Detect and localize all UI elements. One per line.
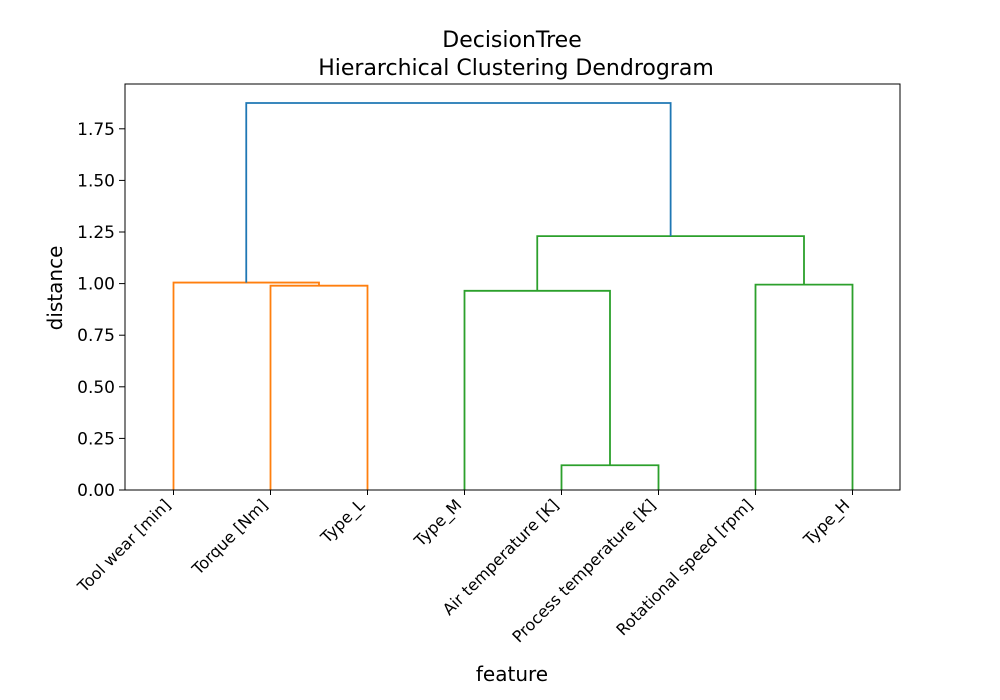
y-axis-ticks: 0.00 0.25 0.50 0.75 1.00 1.25 1.50 1.75 bbox=[77, 120, 125, 501]
y-axis-label: distance bbox=[43, 246, 67, 331]
plot-frame bbox=[124, 83, 901, 491]
dendrogram-link-2 bbox=[172, 281, 320, 490]
dendrogram-link-4 bbox=[463, 289, 611, 490]
dendrogram-link-1 bbox=[269, 284, 369, 490]
chart-title: DecisionTree bbox=[442, 28, 582, 53]
dendrogram-links bbox=[172, 102, 854, 490]
y-tick-label: 0.50 bbox=[77, 378, 115, 398]
leaf-label: Type_H bbox=[799, 495, 854, 550]
y-tick-label: 1.50 bbox=[77, 171, 115, 191]
chart-subtitle: Hierarchical Clustering Dendrogram bbox=[318, 56, 714, 81]
y-tick-label: 0.00 bbox=[77, 481, 115, 501]
y-tick-label: 1.75 bbox=[77, 120, 115, 140]
dendrogram-link-3 bbox=[560, 464, 660, 490]
y-tick-label: 0.25 bbox=[77, 429, 115, 449]
y-tick-label: 0.75 bbox=[77, 326, 115, 346]
dendrogram-link-7 bbox=[245, 102, 672, 283]
leaf-label: Tool wear [min] bbox=[73, 495, 174, 596]
y-tick-label: 1.00 bbox=[77, 275, 115, 295]
y-tick-label: 1.25 bbox=[77, 223, 115, 243]
dendrogram-link-5 bbox=[754, 283, 854, 490]
leaf-label: Torque [Nm] bbox=[188, 495, 272, 579]
leaf-label: Type_L bbox=[316, 495, 369, 548]
dendrogram-link-6 bbox=[536, 235, 805, 291]
x-axis-ticks: Tool wear [min] Torque [Nm] Type_L Type_MAi… bbox=[73, 490, 854, 646]
leaf-label: Type_M bbox=[410, 495, 466, 551]
x-axis-label: feature bbox=[476, 662, 548, 686]
